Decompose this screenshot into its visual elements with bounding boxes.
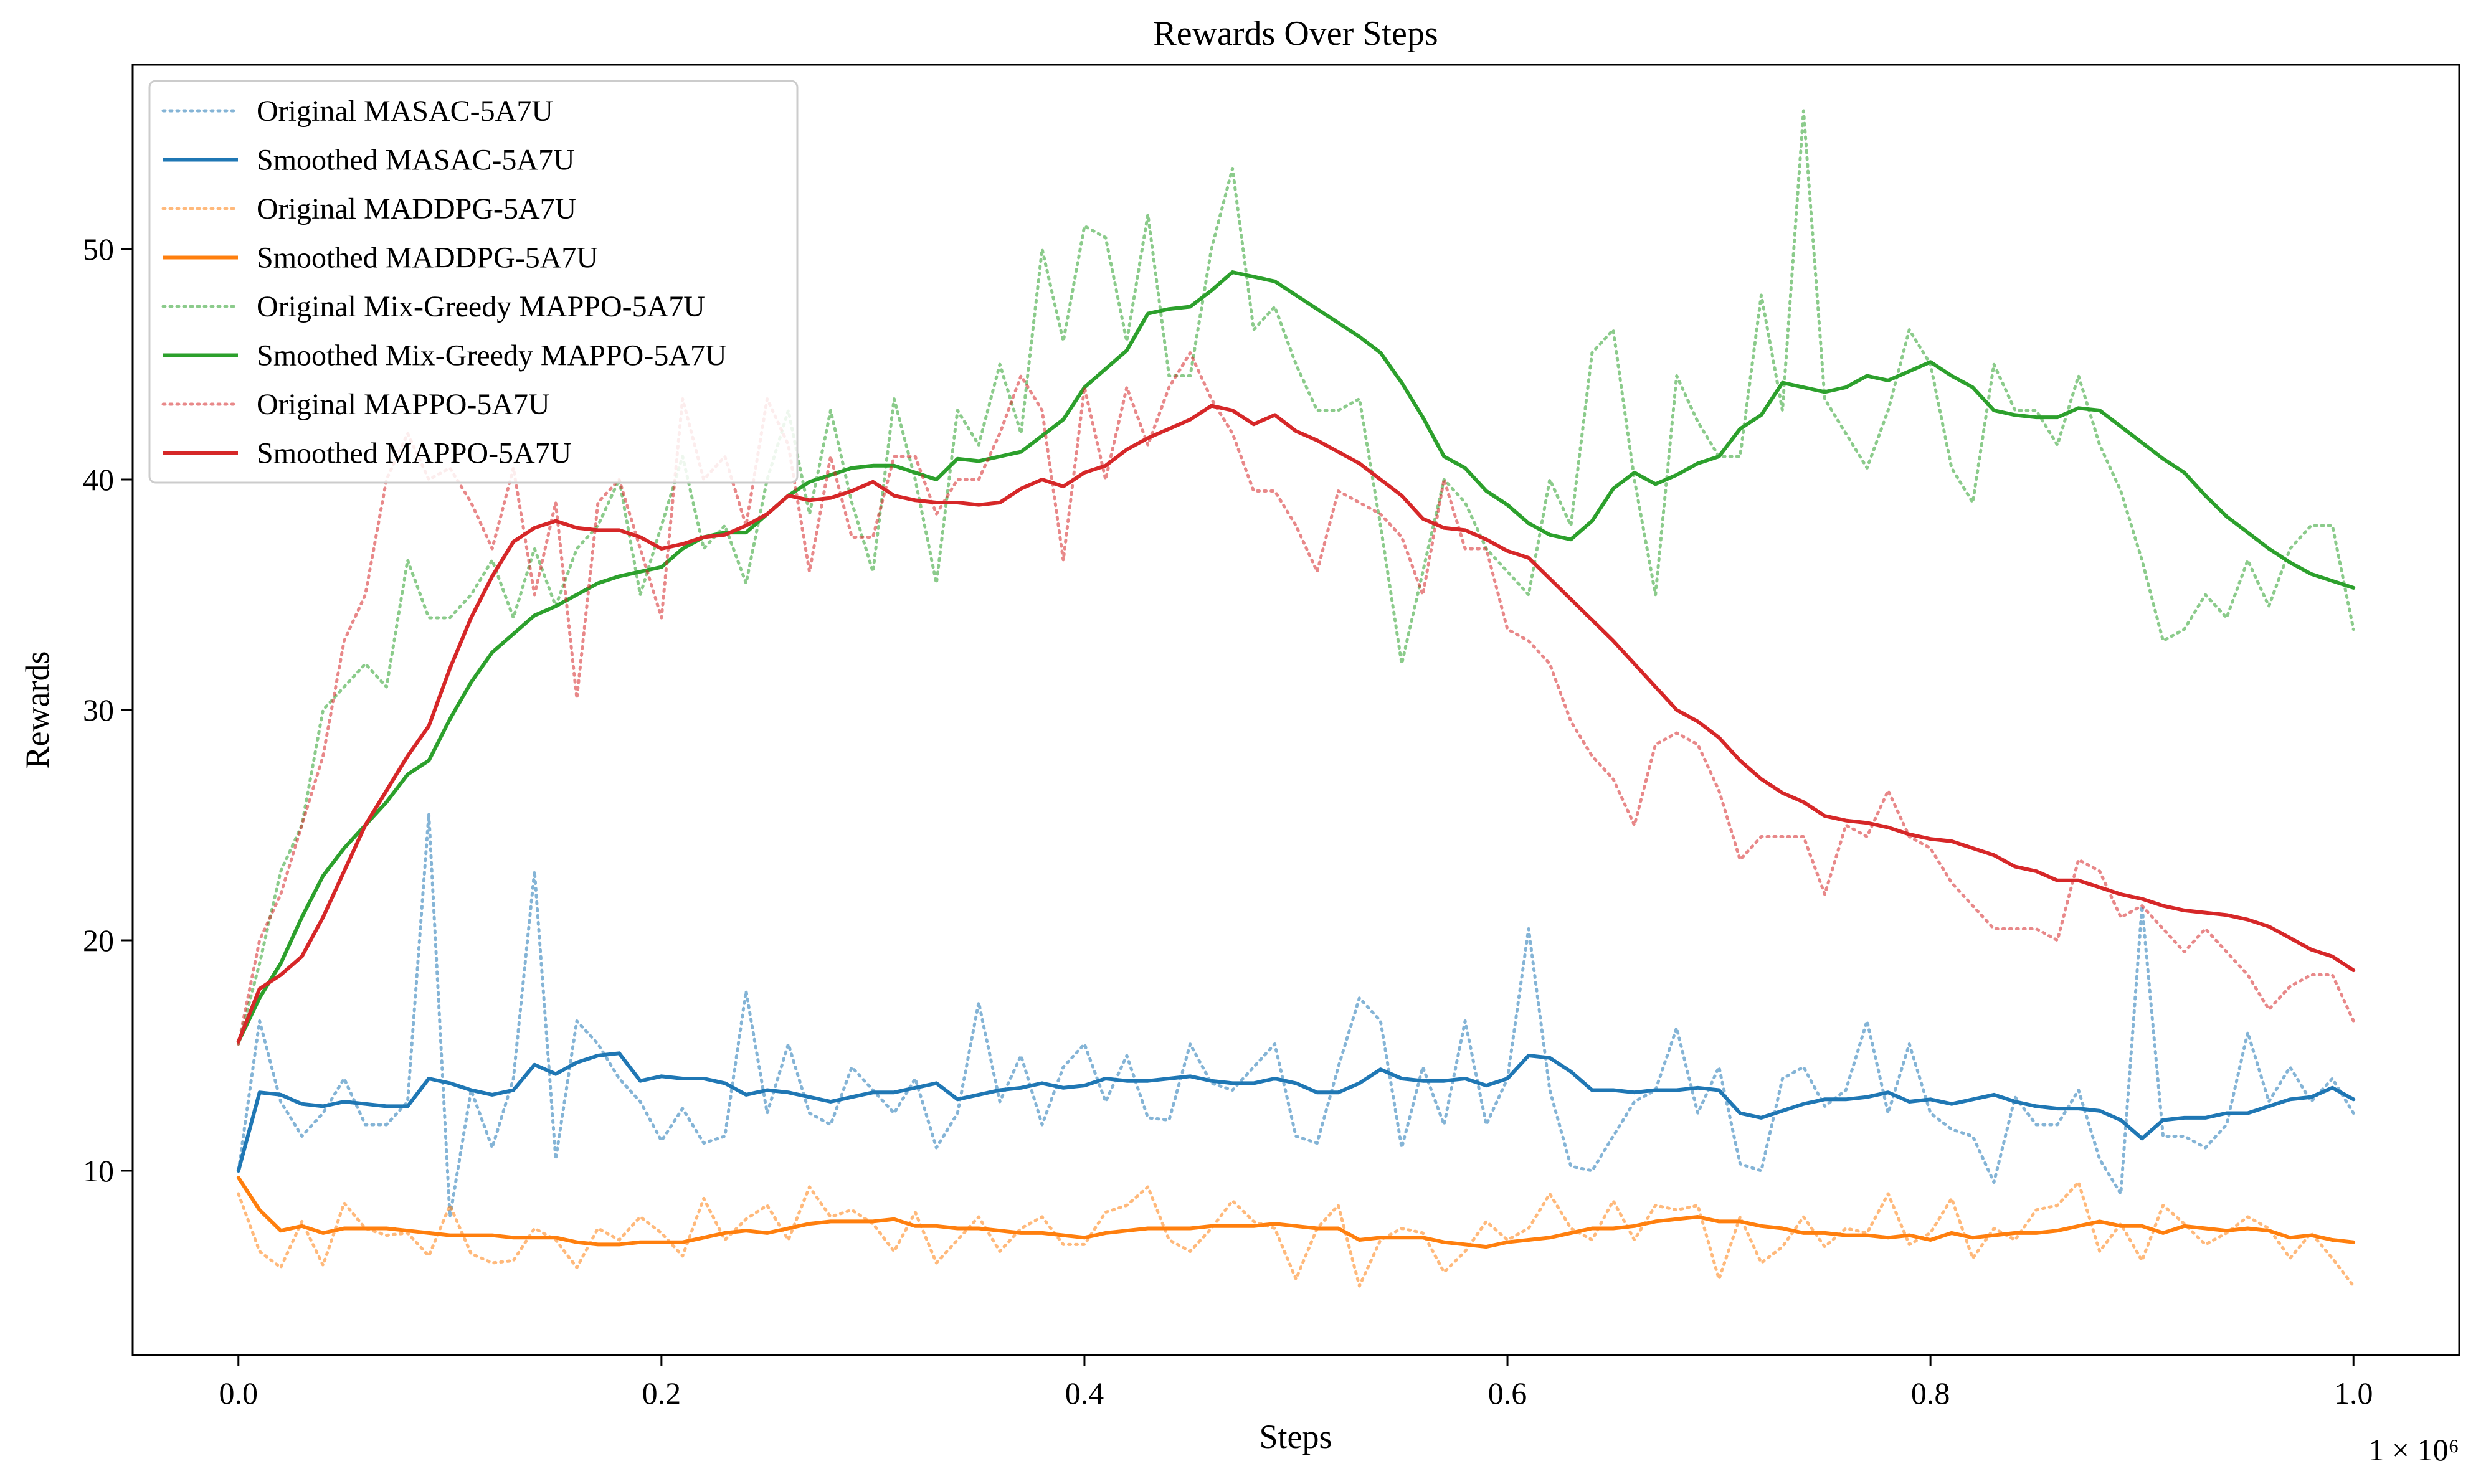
x-tick-label: 1.0 [2334, 1376, 2373, 1411]
series-line-smoothed-masac-5a7u [236, 1051, 2356, 1173]
y-axis-title: Rewards [19, 651, 56, 769]
chart-title: Rewards Over Steps [1153, 14, 1438, 53]
legend-label-original-mix-greedy-mappo-5a7u: Original Mix-Greedy MAPPO-5A7U [257, 290, 705, 323]
series-line-original-masac-5a7u [237, 812, 2355, 1219]
x-axis-ticks: 0.0 0.2 0.4 0.6 0.8 1.0 [219, 1355, 2373, 1411]
series-line-smoothed-maddpg-5a7u [236, 1176, 2356, 1249]
series-line-smoothed-mappo-5a7u [236, 404, 2356, 1044]
legend-box [148, 80, 799, 484]
y-tick-label: 30 [83, 692, 114, 727]
series-line-original-mix-greedy-mappo-5a7u [237, 109, 2355, 1046]
legend: Original MASAC-5A7U Smoothed MASAC-5A7U Or… [148, 80, 799, 484]
series-line-smoothed-mix-greedy-mappo-5a7u [236, 270, 2356, 1044]
series-line-original-maddpg-5a7u [237, 1181, 2355, 1288]
legend-label-smoothed-mix-greedy-mappo-5a7u: Smoothed Mix-Greedy MAPPO-5A7U [257, 339, 727, 372]
x-tick-label: 0.0 [219, 1376, 259, 1411]
legend-label-smoothed-maddpg-5a7u: Smoothed MADDPG-5A7U [257, 242, 598, 275]
x-tick-label: 0.6 [1488, 1376, 1527, 1411]
x-tick-label: 0.8 [1911, 1376, 1950, 1411]
y-tick-label: 10 [83, 1153, 114, 1188]
legend-label-original-mappo-5a7u: Original MAPPO-5A7U [257, 388, 550, 421]
y-tick-label: 40 [83, 462, 114, 497]
x-axis-title: Steps [1259, 1418, 1332, 1455]
x-axis-scale-label: 1 × 10⁶ [2368, 1432, 2459, 1467]
series-layer [236, 109, 2356, 1288]
x-tick-label: 0.4 [1065, 1376, 1104, 1411]
x-tick-label: 0.2 [642, 1376, 681, 1411]
y-axis-ticks: 10 20 30 40 50 [83, 232, 133, 1188]
legend-label-original-maddpg-5a7u: Original MADDPG-5A7U [257, 192, 576, 225]
legend-label-smoothed-masac-5a7u: Smoothed MASAC-5A7U [257, 144, 575, 177]
legend-label-smoothed-mappo-5a7u: Smoothed MAPPO-5A7U [257, 437, 571, 470]
legend-label-original-masac-5a7u: Original MASAC-5A7U [257, 95, 553, 128]
y-tick-label: 50 [83, 232, 114, 267]
y-tick-label: 20 [83, 923, 114, 958]
series-line-original-mappo-5a7u [237, 351, 2355, 1046]
